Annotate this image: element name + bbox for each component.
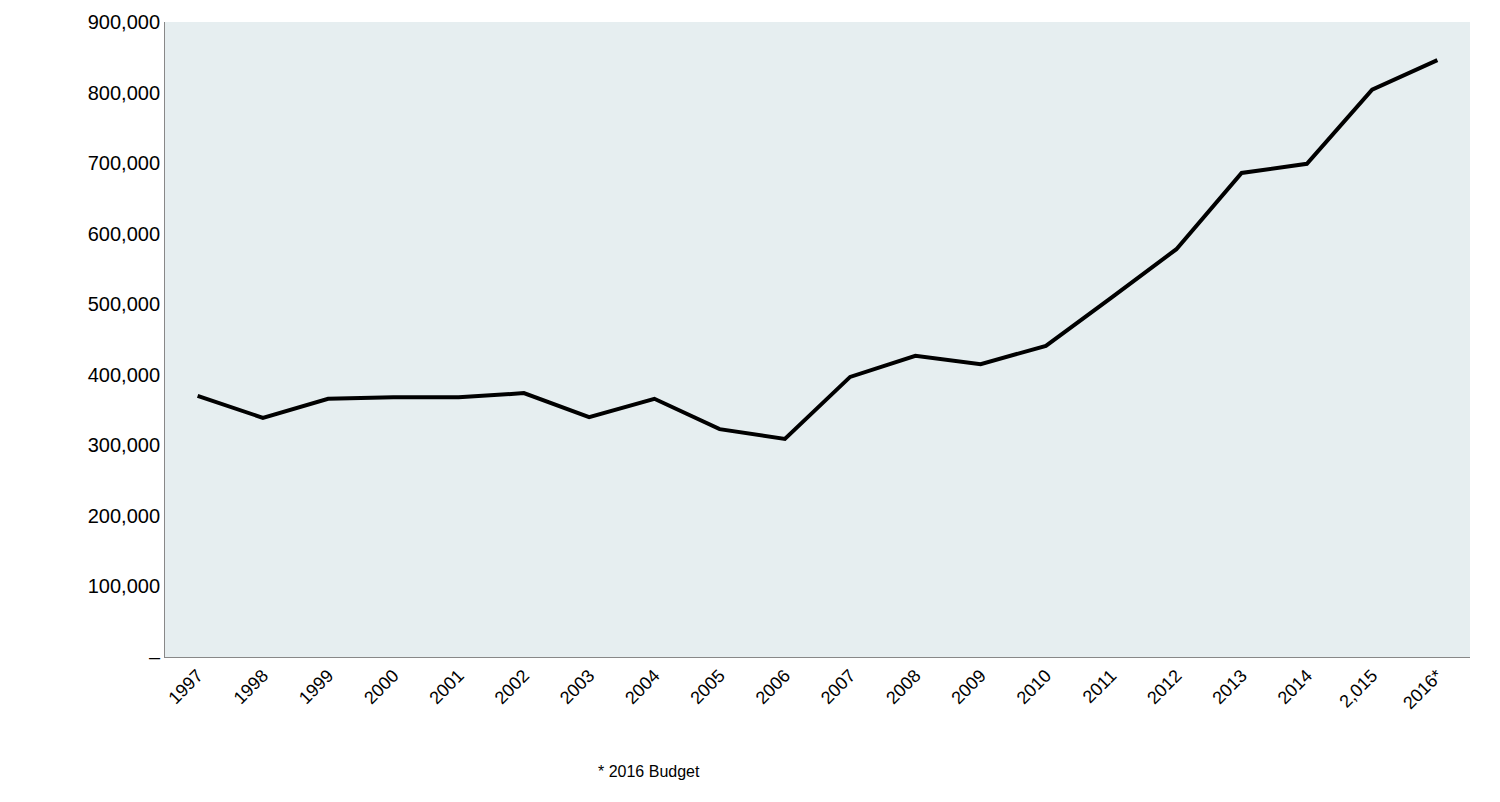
- svg-text:2006: 2006: [752, 666, 794, 708]
- svg-text:2013: 2013: [1208, 666, 1250, 708]
- svg-text:2002: 2002: [491, 666, 533, 708]
- svg-text:200,000: 200,000: [88, 505, 160, 527]
- svg-text:2009: 2009: [947, 666, 989, 708]
- svg-text:1998: 1998: [230, 666, 272, 708]
- svg-text:600,000: 600,000: [88, 223, 160, 245]
- svg-text:2,015: 2,015: [1335, 666, 1381, 712]
- svg-text:2004: 2004: [621, 666, 663, 708]
- svg-text:2010: 2010: [1013, 666, 1055, 708]
- svg-text:2012: 2012: [1143, 666, 1185, 708]
- svg-text:400,000: 400,000: [88, 364, 160, 386]
- svg-text:1997: 1997: [164, 666, 206, 708]
- svg-text:2014: 2014: [1274, 666, 1316, 708]
- svg-text:500,000: 500,000: [88, 293, 160, 315]
- svg-text:2001: 2001: [425, 666, 467, 708]
- svg-text:700,000: 700,000: [88, 152, 160, 174]
- svg-text:100,000: 100,000: [88, 575, 160, 597]
- svg-text:1999: 1999: [295, 666, 337, 708]
- svg-text:2000: 2000: [360, 666, 402, 708]
- svg-text:800,000: 800,000: [88, 82, 160, 104]
- svg-text:–: –: [149, 646, 161, 668]
- svg-text:2007: 2007: [817, 666, 859, 708]
- svg-text:2011: 2011: [1079, 666, 1121, 708]
- svg-text:300,000: 300,000: [88, 434, 160, 456]
- svg-text:2016*: 2016*: [1399, 666, 1446, 713]
- svg-text:2008: 2008: [882, 666, 924, 708]
- svg-text:* 2016 Budget: * 2016 Budget: [598, 763, 700, 780]
- svg-text:2003: 2003: [556, 666, 598, 708]
- svg-text:2005: 2005: [686, 666, 728, 708]
- svg-text:900,000: 900,000: [88, 11, 160, 33]
